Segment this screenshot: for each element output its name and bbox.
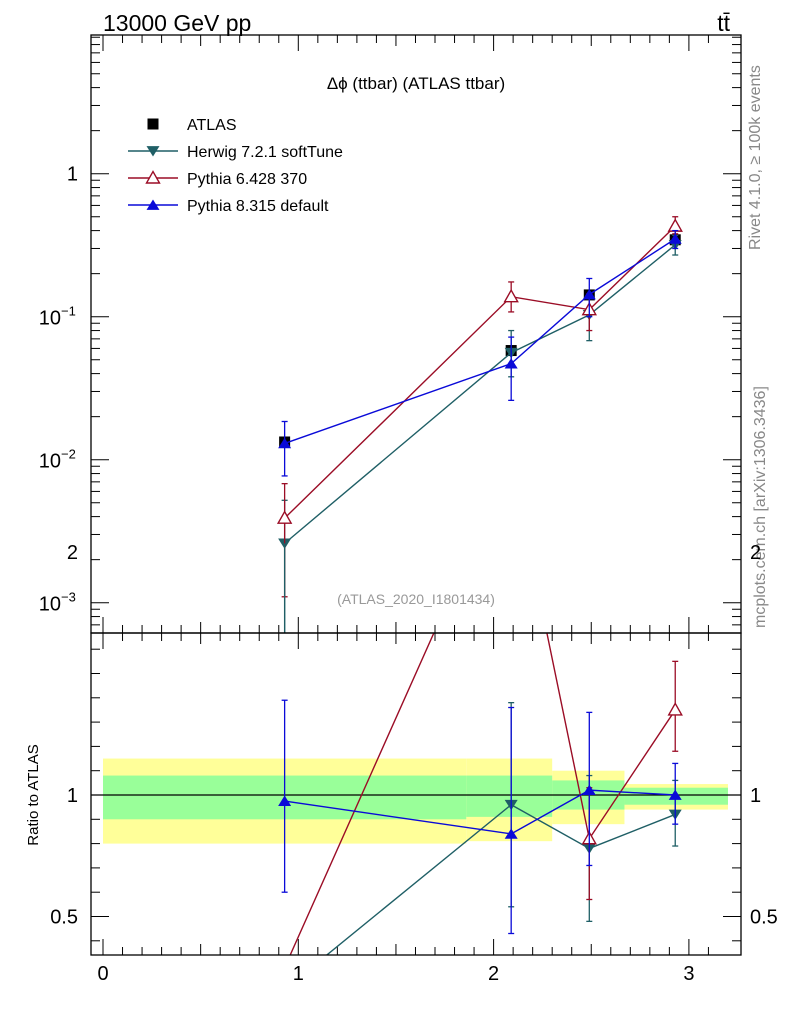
legend-label-atlas: ATLAS bbox=[187, 117, 237, 134]
legend-marker-pythia8 bbox=[146, 199, 160, 210]
pythia6-ratio-point bbox=[667, 702, 683, 716]
pythia6-line bbox=[284, 225, 676, 519]
ratio-frame bbox=[90, 632, 742, 956]
pythia6-ratio-line bbox=[289, 633, 676, 955]
ratio-x-tick-label: 2 bbox=[488, 963, 499, 985]
legend-label-pythia6: Pythia 6.428 370 bbox=[187, 171, 307, 188]
mcplots-label: mcplots.cern.ch [arXiv:1306.3436] bbox=[752, 386, 769, 628]
legend-label-herwig: Herwig 7.2.1 softTune bbox=[187, 144, 343, 161]
main-y-tick-exponent: −2 bbox=[61, 447, 76, 462]
legend-marker-atlas bbox=[147, 118, 159, 130]
ratio-series-group bbox=[278, 633, 683, 955]
pythia6-point bbox=[667, 218, 683, 232]
ratio-ylabel: Ratio to ATLAS bbox=[25, 744, 42, 845]
legend-marker-pythia6 bbox=[145, 170, 161, 184]
legend: ATLAS Herwig 7.2.1 softTune Pythia 6.428 3… bbox=[128, 117, 343, 215]
herwig-line bbox=[284, 244, 676, 544]
ratio-y-tick-labels: 0.5 0.5 1 1 2 2 bbox=[50, 542, 778, 929]
pythia8-point bbox=[278, 437, 292, 449]
main-y-tick-label: 10 bbox=[39, 451, 61, 473]
ratio-x-tick-label: 3 bbox=[683, 963, 694, 985]
pythia8-ratio-point bbox=[582, 784, 596, 796]
watermark-label: (ATLAS_2020_I1801434) bbox=[337, 591, 495, 607]
pythia8-ratio-line bbox=[284, 789, 676, 835]
main-axis-ticks bbox=[91, 35, 741, 633]
pythia8-ratio-point bbox=[668, 789, 682, 800]
ratio-band-inner bbox=[466, 775, 553, 817]
ratio-y-tick-label: 2 bbox=[67, 542, 78, 564]
pythia8-ratio-point bbox=[278, 795, 292, 806]
pythia8-line bbox=[284, 238, 676, 445]
ratio-x-tick-labels: 0 1 2 3 bbox=[97, 963, 694, 985]
ratio-x-tick-label: 1 bbox=[293, 963, 304, 985]
main-y-tick-label: 10 bbox=[39, 308, 61, 330]
ratio-y-tick-label-right: 1 bbox=[750, 785, 761, 807]
pythia8-ratio-point bbox=[504, 828, 518, 839]
header-energy-label: 13000 GeV pp bbox=[103, 10, 251, 36]
main-y-tick-label: 1 bbox=[67, 164, 78, 186]
pythia8-point bbox=[668, 233, 682, 244]
ratio-y-tick-label-right: 0.5 bbox=[750, 907, 778, 929]
main-y-tick-exponent: −3 bbox=[61, 590, 76, 605]
legend-label-pythia8: Pythia 8.315 default bbox=[187, 198, 329, 215]
ratio-panel: 0.5 0.5 1 1 2 2 0 1 2 3 Ratio to ATLAS bbox=[25, 542, 778, 985]
legend-marker-herwig bbox=[146, 146, 160, 157]
main-y-tick-label: 10 bbox=[39, 594, 61, 616]
ratio-y-tick-label: 0.5 bbox=[50, 907, 78, 929]
pythia6-point bbox=[503, 288, 519, 303]
ratio-y-tick-label: 1 bbox=[67, 785, 78, 807]
herwig-ratio-line bbox=[325, 803, 676, 955]
pythia8-point bbox=[582, 288, 596, 300]
main-y-tick-exponent: −1 bbox=[61, 304, 76, 319]
ratio-y-tick-label-right: 2 bbox=[750, 542, 761, 564]
ratio-axis-ticks bbox=[91, 633, 741, 955]
header-process-label: tt̄ bbox=[717, 10, 730, 36]
pythia8-point bbox=[504, 358, 518, 369]
rivet-version-label: Rivet 4.1.0, ≥ 100k events bbox=[747, 65, 764, 250]
main-series-group bbox=[276, 216, 683, 633]
pythia6-point bbox=[276, 510, 293, 524]
ratio-x-tick-label: 0 bbox=[97, 963, 108, 985]
main-title: Δϕ (ttbar) (ATLAS ttbar) bbox=[327, 74, 505, 93]
main-panel: Δϕ (ttbar) (ATLAS ttbar) (ATLAS_2020_I18… bbox=[39, 34, 742, 634]
main-y-tick-labels: 10 −310 −210 −11 bbox=[39, 164, 78, 616]
